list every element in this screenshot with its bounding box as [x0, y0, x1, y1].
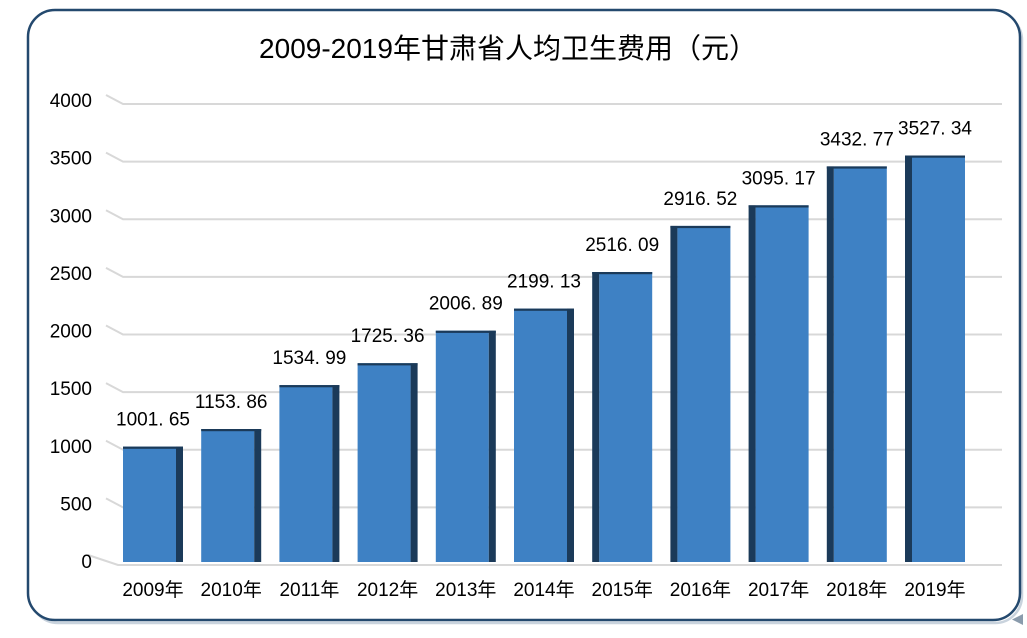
y-tick-label: 500: [60, 494, 92, 515]
bar-value-label: 2006. 89: [429, 294, 503, 315]
bars: [123, 155, 965, 563]
x-tick-label: 2014年: [513, 579, 574, 601]
bar-top-edge: [357, 363, 418, 366]
bar-2017年: [755, 205, 809, 563]
x-tick-label: 2009年: [122, 579, 183, 601]
bar-top-edge: [435, 330, 496, 333]
bar-2016年: [677, 225, 731, 562]
x-tick-label: 2010年: [201, 579, 262, 601]
bar-2014年: [514, 308, 567, 562]
y-tick-label: 4000: [50, 91, 92, 112]
bar-2011年: [279, 385, 333, 562]
bar-top-edge: [670, 225, 731, 229]
y-tick-label: 2500: [50, 264, 92, 285]
y-tick-label: 3500: [50, 149, 92, 170]
bar-side-face: [826, 166, 834, 562]
bar-value-label: 3095. 17: [742, 168, 816, 189]
bar-top-edge: [123, 446, 183, 449]
bar-side-face: [905, 155, 912, 562]
chart-title: 2009-2019年甘肃省人均卫生费用（元）: [259, 33, 757, 64]
gridline: [105, 94, 1002, 105]
x-tick-label: 2019年: [904, 579, 965, 601]
bar-2018年: [833, 166, 887, 562]
x-tick-label: 2013年: [435, 579, 496, 601]
x-tick-label: 2017年: [748, 579, 809, 601]
bar-2012年: [357, 363, 411, 562]
bar-side-face: [567, 308, 574, 562]
bar-top-edge: [592, 272, 653, 275]
gridline: [105, 151, 1002, 163]
bar-top-edge: [748, 205, 809, 208]
bar-side-face: [410, 363, 418, 562]
corner-arrow-icon[interactable]: [1012, 614, 1023, 625]
x-axis-labels: 2009年 2010年 2011年 2012年 2013年 2014年 2015年 2016年…: [122, 579, 965, 601]
bar-2015年: [599, 272, 653, 562]
x-tick-label: 2016年: [670, 579, 731, 601]
bar-value-label: 1725. 36: [351, 326, 425, 347]
bar-2009年: [123, 446, 176, 562]
bar-value-label: 2516. 09: [585, 235, 659, 256]
bar-2010年: [201, 429, 255, 562]
bar-value-label: 1153. 86: [195, 392, 268, 413]
y-tick-label: 3000: [50, 206, 92, 227]
x-tick-label: 2011年: [279, 579, 339, 601]
x-tick-label: 2012年: [357, 579, 418, 601]
bar-top-edge: [905, 155, 965, 158]
bar-top-edge: [279, 385, 340, 388]
x-tick-label: 2015年: [592, 579, 653, 601]
bar-top-edge: [826, 166, 887, 169]
bar-side-face: [176, 446, 183, 562]
gridline: [87, 554, 1002, 566]
bar-value-label: 3432. 77: [820, 129, 894, 150]
x-tick-label: 2018年: [826, 579, 887, 601]
bar-value-label: 2199. 13: [507, 272, 581, 293]
bar-side-face: [332, 385, 340, 562]
y-tick-label: 2000: [50, 322, 92, 343]
bar-value-label: 2916. 52: [663, 189, 737, 210]
bar-side-face: [748, 205, 756, 563]
bar-side-face: [488, 330, 496, 562]
gridline: [105, 209, 1002, 221]
y-axis-labels: 0 500 1000 1500 2000 2500 3000 3500 4000: [50, 91, 92, 573]
bar-value-label: 1534. 99: [272, 348, 346, 369]
bar-top-edge: [201, 429, 262, 432]
bar-side-face: [254, 429, 262, 562]
bar-top-edge: [514, 308, 574, 311]
bar-side-face: [670, 225, 678, 562]
y-tick-label: 1500: [50, 379, 92, 400]
y-tick-label: 1000: [50, 437, 92, 458]
bar-side-face: [592, 272, 600, 562]
bar-value-label: 3527. 34: [898, 119, 972, 140]
bar-2019年: [912, 155, 965, 562]
y-tick-label: 0: [81, 552, 92, 573]
bar-2013年: [435, 330, 489, 562]
bar-value-label: 1001. 65: [116, 410, 190, 431]
